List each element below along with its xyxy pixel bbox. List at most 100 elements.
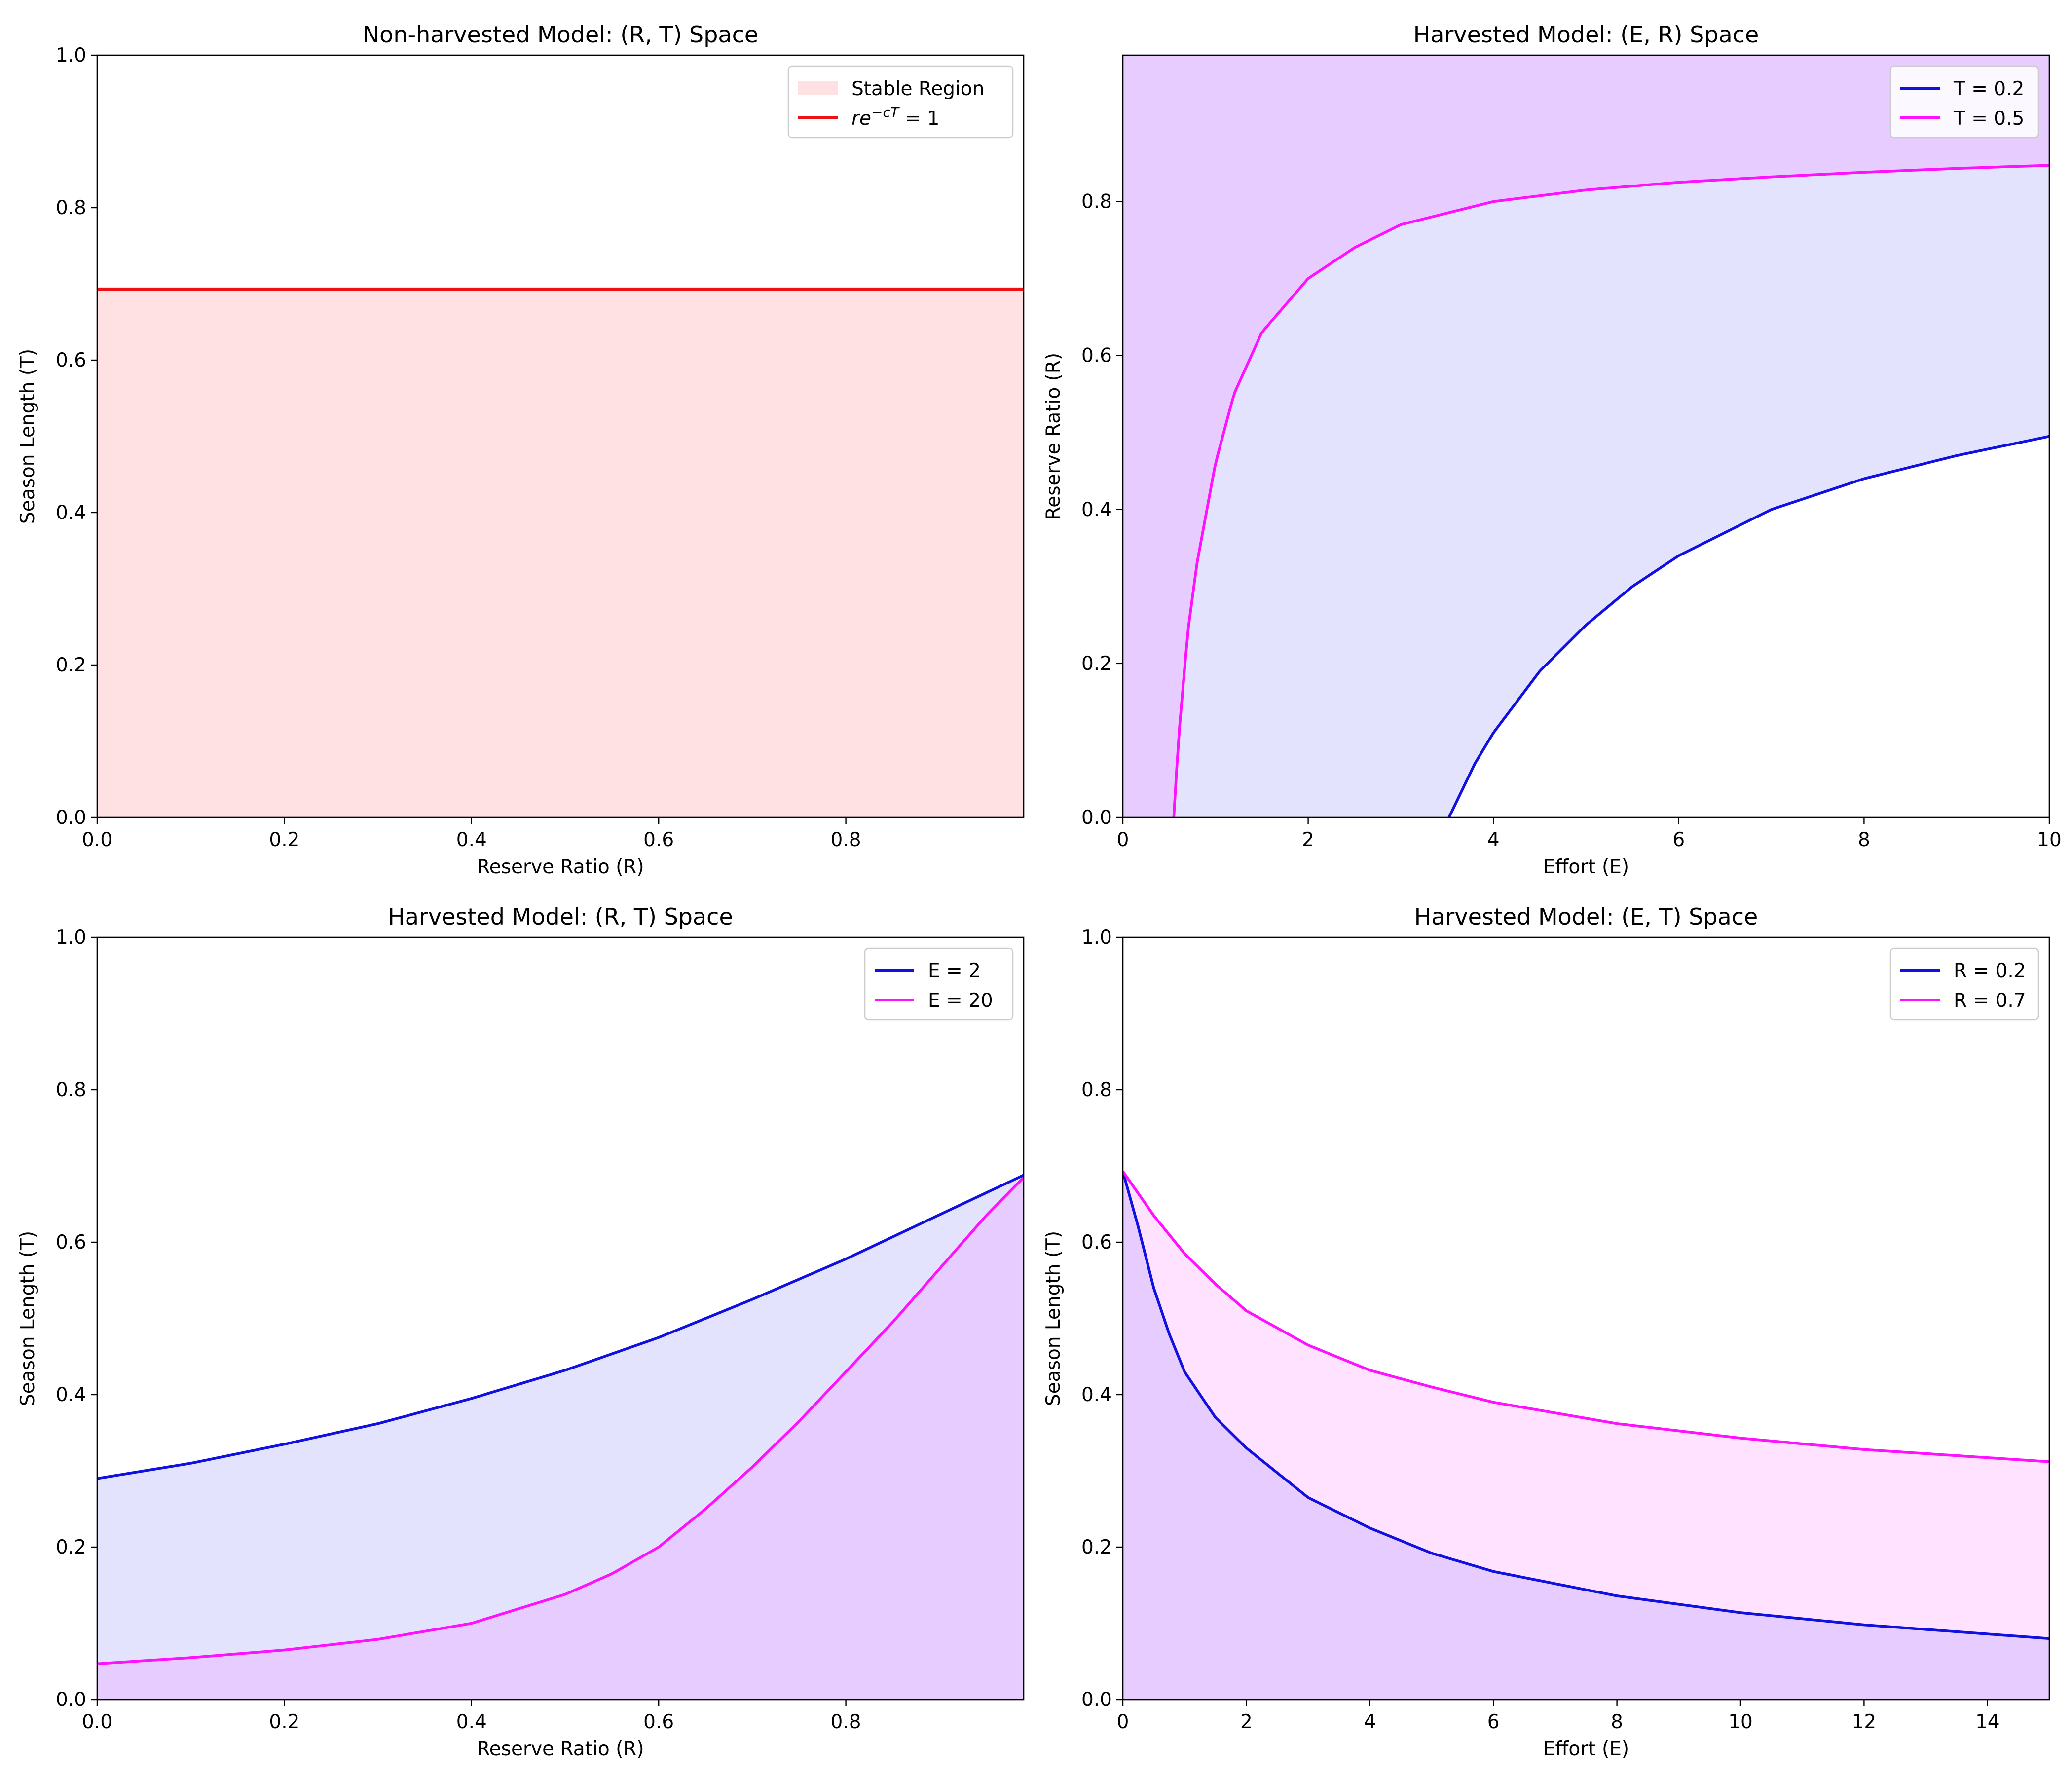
legend: T = 0.2 T = 0.5: [1889, 65, 2039, 139]
subplot-1: 0.0 0.2 0.4 0.6 0.8 0.0 0.2 0.4 0.6 0.8 1.0 Non-har…: [17, 21, 1025, 878]
y-tick-label: 0.0: [1081, 807, 1112, 829]
x-tick-label: 0.8: [831, 829, 861, 851]
legend: Stable Region re−cT = 1: [787, 65, 1014, 139]
y-tick-label: 0.8: [56, 1079, 86, 1101]
legend-label: E = 2: [928, 960, 981, 982]
x-axis-label: Effort (E): [1543, 1738, 1629, 1760]
x-tick-label: 8: [1611, 1711, 1623, 1733]
y-tick-label: 0.4: [56, 1384, 86, 1406]
axes-frame: [96, 936, 1025, 1701]
legend-label: R = 0.2: [1954, 960, 2026, 982]
legend-box: [787, 65, 1014, 139]
legend-box: [1889, 65, 2039, 139]
x-tick-label: 0.0: [82, 829, 112, 851]
legend-label: T = 0.2: [1953, 78, 2024, 100]
x-tick-label: 4: [1487, 829, 1500, 851]
series-line-2: [1123, 1170, 2049, 1463]
y-tick-label: 0.8: [1081, 1079, 1112, 1101]
y-tick-label: 0.2: [56, 654, 86, 676]
y-tick-label: 0.8: [1081, 191, 1112, 213]
y-tick-label: 0.0: [1081, 1689, 1112, 1711]
axes-frame: [1122, 936, 2050, 1701]
x-tick-label: 14: [1975, 1711, 2000, 1733]
legend-label: Stable Region: [851, 78, 984, 100]
y-tick-label: 0.6: [1081, 1231, 1112, 1254]
legend-box: [864, 947, 1014, 1021]
chart-title: Non-harvested Model: (R, T) Space: [363, 21, 758, 48]
legend-label: T = 0.5: [1953, 108, 2024, 130]
x-tick-label: 0.4: [456, 1711, 487, 1733]
y-tick-label: 0.2: [1081, 653, 1112, 675]
region-fill-2: [97, 1177, 1024, 1700]
y-tick-label: 1.0: [56, 44, 86, 67]
legend: E = 2 E = 20: [864, 947, 1014, 1021]
t05-region-fill: [1123, 55, 2049, 817]
series-line-1: [1123, 1171, 2049, 1640]
x-axis-label: Reserve Ratio (R): [477, 1738, 644, 1760]
subplot-3: 0.0 0.2 0.4 0.6 0.8 0.0 0.2 0.4 0.6 0.8 1.0 Harvest…: [17, 903, 1025, 1760]
x-axis-label: Reserve Ratio (R): [477, 856, 644, 878]
x-tick-label: 0.6: [643, 1711, 674, 1733]
x-tick-label: 12: [1852, 1711, 1877, 1733]
y-tick-label: 1.0: [1081, 926, 1112, 949]
legend-label: re−cT = 1: [851, 104, 939, 130]
chart-title: Harvested Model: (E, T) Space: [1414, 903, 1758, 930]
y-tick-label: 0.2: [56, 1536, 86, 1558]
y-axis-label: Season Length (T): [17, 349, 39, 524]
legend-box: [1889, 947, 2039, 1021]
plot-area: [1123, 55, 2049, 817]
series-line-2: [1172, 164, 2049, 817]
chart-title: Harvested Model: (R, T) Space: [388, 903, 733, 930]
x-tick-label: 0: [1117, 829, 1129, 851]
x-tick-label: 8: [1858, 829, 1870, 851]
y-tick-label: 0.4: [1081, 499, 1112, 521]
x-tick-label: 6: [1672, 829, 1685, 851]
legend-swatch: [798, 81, 838, 95]
y-axis-label: Reserve Ratio (R): [1042, 353, 1065, 520]
x-tick-label: 10: [1728, 1711, 1753, 1733]
y-tick-label: 0.8: [56, 197, 86, 219]
x-tick-label: 2: [1240, 1711, 1253, 1733]
x-tick-label: 0: [1117, 1711, 1129, 1733]
subplot-4: 0 2 4 6 8 10 12 14 0.0 0.2 0.4 0.6 0.8 1.0 Harvested M…: [1042, 903, 2050, 1760]
series-line-1: [97, 1174, 1024, 1480]
y-tick-label: 0.0: [56, 1689, 86, 1711]
plot-area: [97, 1174, 1024, 1700]
series-line-1: [1447, 435, 2049, 817]
axes-frame: [1122, 54, 2050, 818]
y-tick-label: 0.4: [56, 502, 86, 524]
legend-label: E = 20: [928, 990, 993, 1012]
x-tick-label: 0.4: [456, 829, 487, 851]
region-fill-2: [1123, 1171, 2049, 1700]
stable-region-fill: [97, 289, 1024, 817]
y-tick-label: 0.4: [1081, 1384, 1112, 1406]
series-line-2: [97, 1176, 1024, 1665]
plot-area: [97, 287, 1024, 817]
x-tick-label: 4: [1364, 1711, 1376, 1733]
x-tick-label: 10: [2037, 829, 2062, 851]
axes-frame: [96, 54, 1025, 818]
x-tick-label: 0.0: [82, 1711, 112, 1733]
plot-area: [1123, 1170, 2049, 1700]
x-tick-label: 0.8: [831, 1711, 861, 1733]
x-axis-label: Effort (E): [1543, 856, 1629, 878]
subplot-2: 0 2 4 6 8 10 0.0 0.2 0.4 0.6 0.8 Harvested Model: (…: [1042, 21, 2062, 878]
y-axis-label: Season Length (T): [1042, 1231, 1065, 1406]
x-tick-label: 0.2: [269, 1711, 299, 1733]
chart-title: Harvested Model: (E, R) Space: [1413, 21, 1759, 48]
x-tick-label: 6: [1487, 1711, 1500, 1733]
x-tick-label: 0.6: [643, 829, 674, 851]
y-tick-label: 1.0: [56, 926, 86, 949]
legend: R = 0.2 R = 0.7: [1889, 947, 2039, 1021]
y-axis-label: Season Length (T): [17, 1231, 39, 1406]
legend-label: R = 0.7: [1954, 990, 2026, 1012]
t02-region-fill: [1123, 165, 2049, 817]
y-tick-label: 0.6: [56, 349, 86, 371]
y-tick-label: 0.0: [56, 807, 86, 829]
x-tick-label: 0.2: [269, 829, 299, 851]
x-tick-label: 2: [1302, 829, 1314, 851]
y-tick-label: 0.6: [1081, 345, 1112, 367]
y-tick-label: 0.2: [1081, 1536, 1112, 1558]
y-tick-label: 0.6: [56, 1231, 86, 1254]
